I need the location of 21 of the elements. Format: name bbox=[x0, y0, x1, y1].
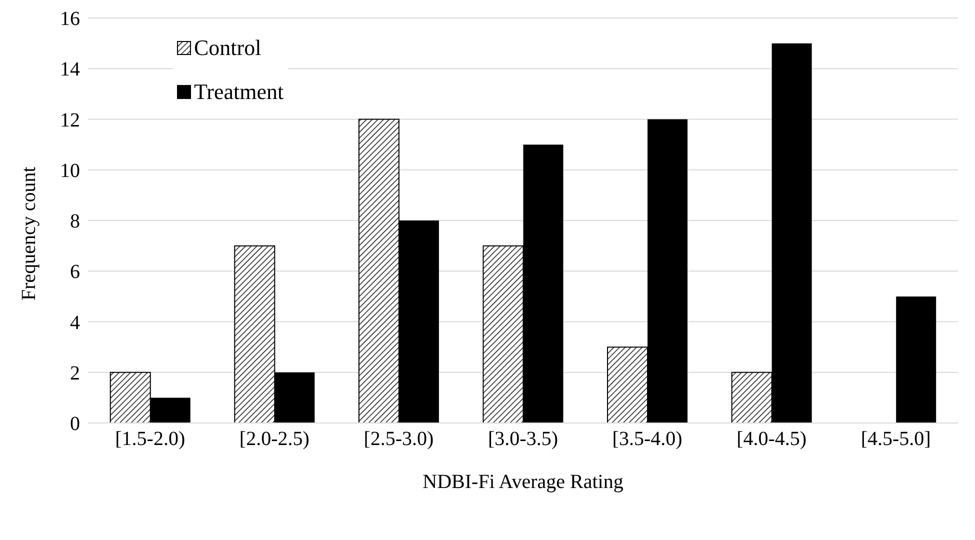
x-tick-label: [3.0-3.5) bbox=[488, 428, 558, 450]
y-tick-label: 6 bbox=[70, 261, 80, 284]
y-axis-title: Frequency count bbox=[18, 166, 40, 300]
x-tick-label: [3.5-4.0) bbox=[612, 428, 682, 450]
x-axis-title: NDBI-Fi Average Rating bbox=[422, 471, 624, 493]
bar bbox=[896, 296, 936, 423]
y-tick-label: 10 bbox=[60, 160, 80, 182]
legend-label: Control bbox=[194, 35, 262, 61]
y-tick-label: 16 bbox=[60, 8, 80, 30]
y-tick-label: 8 bbox=[70, 210, 80, 233]
x-tick-label: [2.0-2.5) bbox=[239, 428, 310, 450]
x-tick-label: [2.5-3.0) bbox=[364, 428, 434, 450]
y-tick-label: 4 bbox=[70, 312, 80, 334]
y-tick-label: 0 bbox=[70, 413, 80, 436]
y-tick-label: 12 bbox=[60, 109, 80, 132]
legend-label: Treatment bbox=[194, 79, 284, 105]
y-tick-label: 2 bbox=[70, 362, 80, 384]
x-tick-label: [1.5-2.0) bbox=[115, 428, 186, 450]
x-tick-label: [4.0-4.5) bbox=[736, 428, 807, 450]
y-tick-label: 14 bbox=[60, 58, 80, 81]
x-tick-label: [4.5-5.0] bbox=[860, 428, 931, 450]
